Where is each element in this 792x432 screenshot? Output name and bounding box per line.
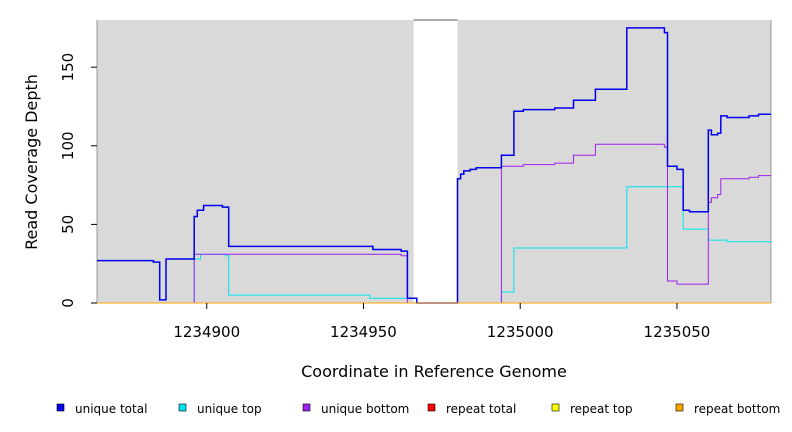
legend-swatch <box>56 403 65 412</box>
legend-swatch <box>302 403 311 412</box>
x-axis: 1234900 1234950 1235000 1235050 <box>173 303 710 341</box>
y-tick-label: 150 <box>59 53 77 82</box>
x-tick-label: 1235050 <box>644 323 711 341</box>
legend-swatch <box>675 403 684 412</box>
x-tick-label: 1234950 <box>330 323 397 341</box>
legend: unique total unique top unique bottom repea… <box>56 402 780 416</box>
y-tick-label: 100 <box>59 131 77 160</box>
legend-swatch <box>427 403 436 412</box>
y-axis: 0 50 100 150 <box>59 53 97 308</box>
legend-label: repeat top <box>570 402 633 416</box>
legend-label: unique top <box>197 402 262 416</box>
x-axis-title: Coordinate in Reference Genome <box>301 362 567 381</box>
legend-swatch <box>551 403 560 412</box>
legend-label: unique total <box>75 402 147 416</box>
y-tick-label: 0 <box>59 298 77 308</box>
series-line-unique-total <box>97 27 771 304</box>
plot-area <box>96 19 772 303</box>
x-tick-label: 1234900 <box>173 323 240 341</box>
legend-label: repeat bottom <box>694 402 780 416</box>
y-tick-label: 50 <box>59 215 77 234</box>
series-group <box>97 27 771 304</box>
y-axis-title: Read Coverage Depth <box>22 74 41 250</box>
legend-swatch <box>178 403 187 412</box>
x-tick-label: 1235000 <box>487 323 554 341</box>
gap-region <box>413 20 458 303</box>
legend-label: unique bottom <box>321 402 409 416</box>
legend-label: repeat total <box>446 402 516 416</box>
